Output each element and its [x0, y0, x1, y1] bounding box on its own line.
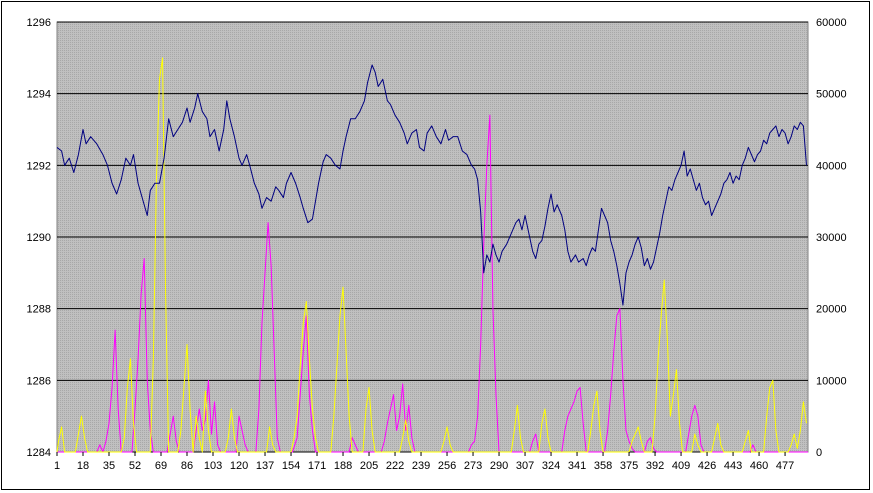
- left-tick-label: 1284: [27, 447, 51, 459]
- x-tick-label: 341: [568, 460, 586, 472]
- x-tick-label: 205: [360, 460, 378, 472]
- x-tick-label: 273: [464, 460, 482, 472]
- x-tick-label: 52: [129, 460, 141, 472]
- left-tick-label: 1290: [27, 232, 51, 244]
- right-tick-label: 30000: [816, 232, 847, 244]
- x-tick-label: 103: [204, 460, 222, 472]
- right-tick-label: 10000: [816, 375, 847, 387]
- x-tick-label: 188: [334, 460, 352, 472]
- x-tick-label: 290: [490, 460, 508, 472]
- x-tick-label: 69: [155, 460, 167, 472]
- x-tick-label: 426: [698, 460, 716, 472]
- x-tick-label: 358: [594, 460, 612, 472]
- x-tick-label: 222: [386, 460, 404, 472]
- x-tick-label: 239: [412, 460, 430, 472]
- right-tick-label: 50000: [816, 89, 847, 101]
- x-tick-label: 120: [230, 460, 248, 472]
- x-tick-label: 18: [77, 460, 89, 472]
- left-tick-label: 1286: [27, 375, 51, 387]
- right-tick-label: 20000: [816, 304, 847, 316]
- series-line-1: [57, 114, 808, 453]
- gridlines: [57, 21, 808, 453]
- left-tick-label: 1294: [27, 89, 51, 101]
- x-tick-label: 307: [516, 460, 534, 472]
- series-layer: [56, 57, 808, 453]
- x-tick-label: 171: [308, 460, 326, 472]
- right-tick-label: 40000: [816, 160, 847, 172]
- x-tick-label: 256: [438, 460, 456, 472]
- x-tick-label: 324: [542, 460, 560, 472]
- x-tick-label: 375: [620, 460, 638, 472]
- x-tick-label: 86: [181, 460, 193, 472]
- x-tick-label: 443: [724, 460, 742, 472]
- x-tick-label: 409: [672, 460, 690, 472]
- series-line-0: [56, 64, 807, 306]
- x-tick-label: 35: [103, 460, 115, 472]
- right-tick-label: 0: [816, 447, 822, 459]
- x-tick-label: 154: [282, 460, 300, 472]
- x-tick-label: 1: [54, 460, 60, 472]
- x-tick-label: 137: [256, 460, 274, 472]
- x-tick-label: 460: [750, 460, 768, 472]
- x-tick-label: 477: [776, 460, 794, 472]
- left-tick-label: 1292: [27, 160, 51, 172]
- left-tick-label: 1296: [27, 17, 51, 29]
- x-axis-ticks: 1 18 35 52 69 86 103 120 137 154 171 188 205 222 239 25…: [54, 452, 794, 472]
- left-tick-label: 1288: [27, 304, 51, 316]
- x-tick-label: 392: [646, 460, 664, 472]
- right-tick-label: 60000: [816, 17, 847, 29]
- series-line-2: [56, 57, 807, 453]
- right-axis-ticks: 0 10000 20000 30000 40000 50000 60000: [816, 17, 847, 459]
- left-axis-ticks: 1284 1286 1288 1290 1292 1294 1296: [27, 17, 51, 459]
